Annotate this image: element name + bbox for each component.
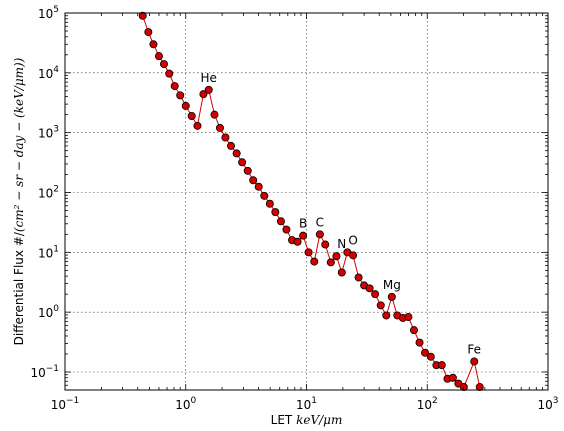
data-point <box>149 40 158 49</box>
x-tick-label: 101 <box>296 396 317 412</box>
y-tick-label: 103 <box>38 125 59 141</box>
y-axis-title: Differential Flux #/(cm² − sr − day − (k… <box>12 57 26 345</box>
data-point <box>181 101 190 110</box>
data-point <box>365 284 374 293</box>
data-point <box>310 257 319 266</box>
data-point <box>254 182 263 191</box>
data-point <box>349 251 358 260</box>
data-point <box>199 90 208 99</box>
data-point <box>215 123 224 132</box>
data-point <box>437 361 446 370</box>
data-point <box>426 352 435 361</box>
x-axis-title: LET keV/μm <box>271 413 343 427</box>
data-point <box>249 176 258 185</box>
data-point <box>187 111 196 120</box>
data-point <box>227 141 236 150</box>
data-point <box>276 217 285 226</box>
data-point <box>144 28 153 37</box>
annotation-fe: Fe <box>467 342 481 356</box>
data-point <box>421 348 430 357</box>
data-point <box>332 252 341 261</box>
annotation-b: B <box>299 217 307 231</box>
data-point <box>371 290 380 299</box>
y-tick-label: 10−1 <box>30 364 59 380</box>
data-point <box>321 240 330 249</box>
data-point <box>260 191 269 200</box>
x-tick-label: 102 <box>417 396 438 412</box>
annotation-n: N <box>337 237 346 251</box>
data-point <box>154 52 163 61</box>
annotation-c: C <box>316 215 324 229</box>
y-tick-label: 105 <box>38 5 59 21</box>
data-point <box>376 301 385 310</box>
x-tick-label: 10−1 <box>51 396 80 412</box>
data-point <box>475 383 484 392</box>
data-point <box>221 133 230 142</box>
data-point <box>404 312 413 321</box>
data-point <box>165 69 174 78</box>
tick-labels: 10−1 100 101 102 103 10−1 100 101 102 103 104 105 <box>30 5 558 412</box>
y-tick-label: 101 <box>38 244 59 260</box>
data-point <box>159 60 168 69</box>
data-series <box>138 11 484 392</box>
series-line <box>142 15 481 388</box>
data-point <box>293 237 302 246</box>
data-point <box>415 338 424 347</box>
data-point <box>265 199 274 208</box>
x-tick-label: 100 <box>175 396 196 412</box>
annotation-he: He <box>201 71 217 85</box>
y-tick-label: 100 <box>38 304 59 320</box>
data-point <box>387 292 396 301</box>
data-point <box>299 231 308 240</box>
grid <box>65 13 548 390</box>
data-point <box>170 82 179 91</box>
annotations: He B CN O Mg Fe <box>201 71 482 357</box>
data-point <box>304 248 313 257</box>
data-point <box>326 258 335 267</box>
data-point <box>354 273 363 282</box>
data-point <box>243 166 252 175</box>
data-point <box>282 225 291 234</box>
data-point <box>210 110 219 119</box>
y-tick-label: 104 <box>38 65 59 81</box>
data-point <box>138 11 147 20</box>
data-point <box>204 85 213 94</box>
axes <box>64 12 549 391</box>
data-point <box>176 91 185 100</box>
data-point <box>271 208 280 217</box>
data-point <box>382 311 391 320</box>
data-point <box>470 357 479 366</box>
data-point <box>238 158 247 167</box>
annotation-mg: Mg <box>383 278 401 292</box>
data-point <box>315 230 324 239</box>
data-point <box>337 268 346 277</box>
x-tick-label: 103 <box>537 396 558 412</box>
annotation-o: O <box>348 233 357 247</box>
data-point <box>193 121 202 130</box>
data-point <box>448 373 457 382</box>
y-tick-label: 102 <box>38 184 59 200</box>
data-point <box>232 149 241 158</box>
data-point <box>409 326 418 335</box>
